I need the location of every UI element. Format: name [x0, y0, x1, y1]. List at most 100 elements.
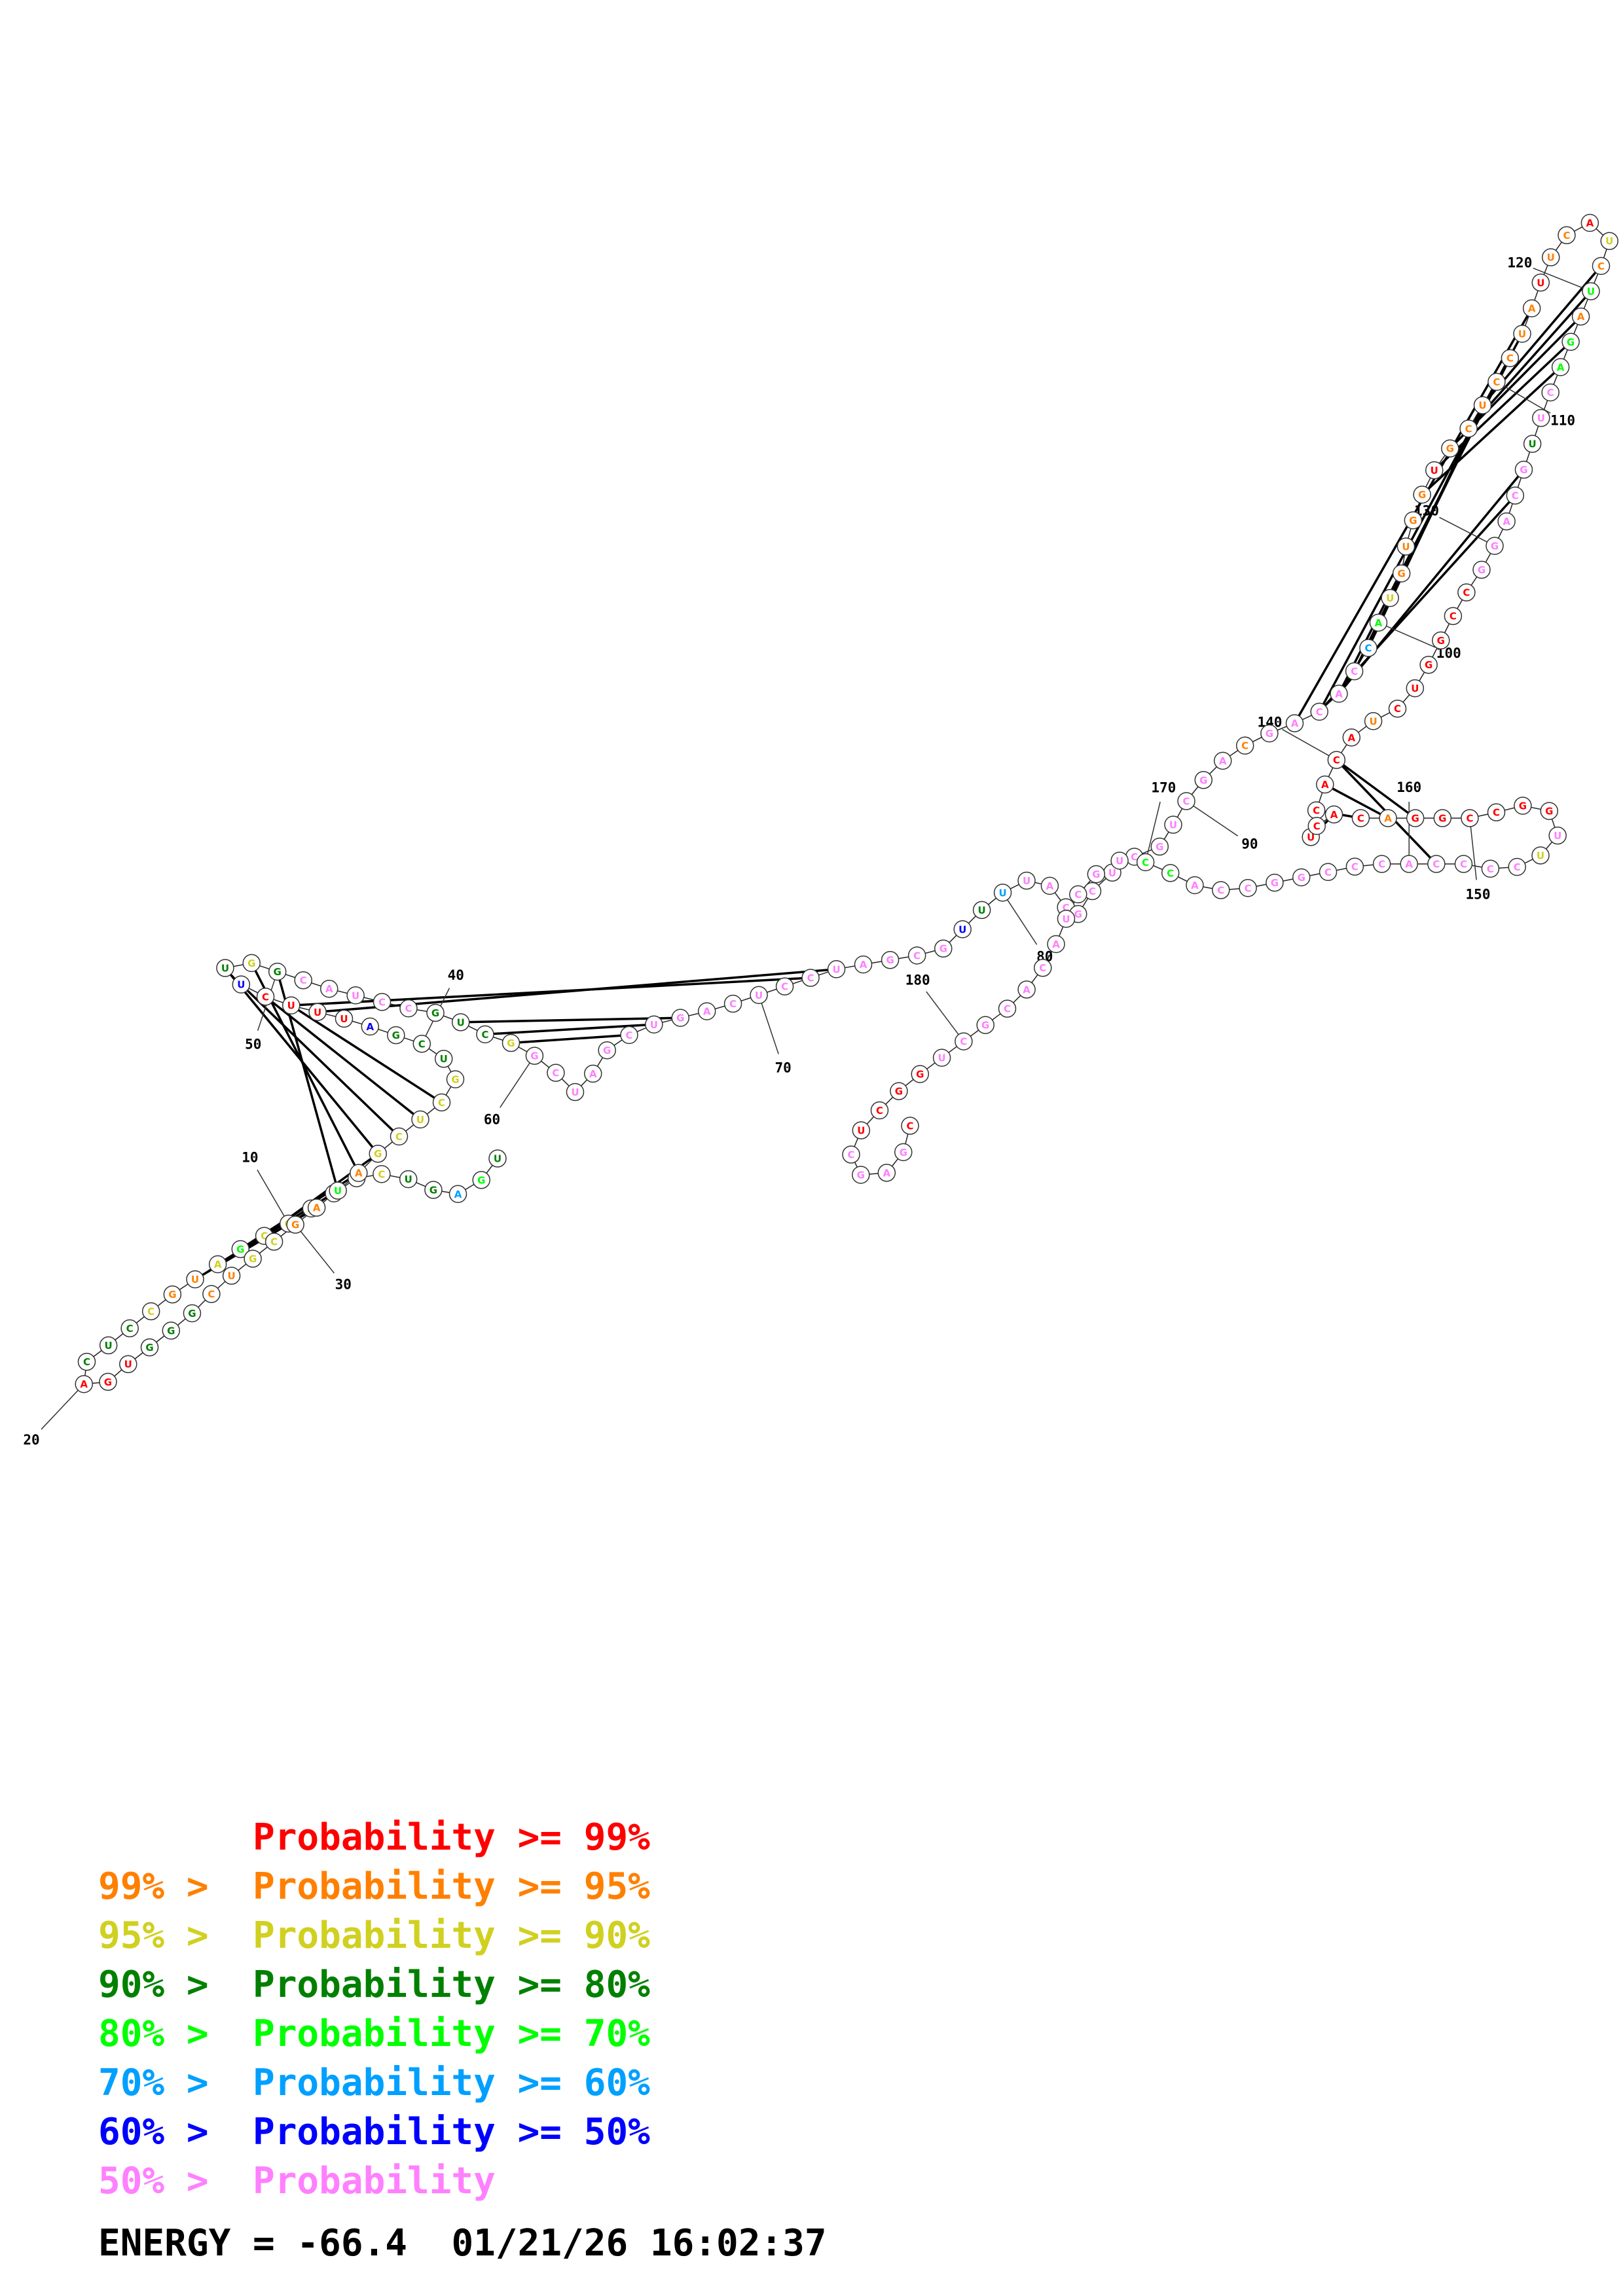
nucleotide-base: C: [1357, 813, 1364, 825]
nucleotide-circle: [1514, 797, 1532, 815]
nucleotide: U: [434, 1049, 453, 1068]
nucleotide: C: [1307, 801, 1326, 819]
nucleotide: U: [1017, 871, 1036, 890]
nucleotide-circle: [1161, 864, 1180, 882]
nucleotide: A: [854, 955, 873, 974]
nucleotide-base: U: [571, 1086, 579, 1098]
nucleotide-circle: [1396, 537, 1415, 556]
nucleotide: C: [1461, 809, 1479, 827]
position-tick: [500, 1055, 536, 1108]
nucleotide-circle: [870, 1101, 889, 1120]
nucleotide: G: [242, 954, 261, 973]
position-label: 20: [23, 1432, 39, 1448]
nucleotide: C: [547, 1064, 565, 1082]
legend-label: Probability >= 70%: [253, 2013, 650, 2055]
nucleotide: G: [1472, 560, 1491, 579]
nucleotide-base: C: [1514, 861, 1521, 873]
nucleotide-circle: [390, 1127, 409, 1146]
base-pair-line: [1336, 759, 1416, 819]
nucleotide-circle: [842, 1145, 860, 1164]
nucleotide: C: [1459, 420, 1478, 438]
nucleotide: C: [1083, 882, 1102, 901]
nucleotide-circle: [222, 1266, 241, 1285]
nucleotide-circle: [1316, 775, 1334, 794]
nucleotide-base: C: [807, 972, 814, 984]
nucleotide-circle: [1017, 871, 1036, 890]
nucleotide-base: A: [1191, 880, 1199, 891]
nucleotide: C: [907, 946, 926, 965]
nucleotide: C: [373, 1165, 391, 1183]
nucleotide-base: C: [1217, 885, 1224, 897]
nucleotide-base: C: [781, 981, 788, 993]
nucleotide-base: G: [895, 1086, 903, 1098]
nucleotide-circle: [1307, 817, 1326, 835]
nucleotide: A: [1324, 805, 1343, 824]
nucleotide-base: G: [429, 1184, 437, 1196]
nucleotide: C: [77, 1352, 96, 1371]
nucleotide-base: G: [1446, 443, 1454, 455]
nucleotide-base: A: [313, 1202, 321, 1214]
nucleotide-base: G: [1491, 541, 1499, 552]
nucleotide-circle: [446, 1070, 465, 1088]
legend-row: 99% > Probability >= 95%: [98, 1862, 650, 1911]
nucleotide-circle: [801, 969, 820, 987]
nucleotide: C: [1558, 226, 1576, 245]
nucleotide-base: U: [832, 963, 840, 975]
nucleotide-base: C: [208, 1289, 215, 1300]
legend-row: 70% > Probability >= 60%: [98, 2058, 650, 2108]
nucleotide-base: A: [1046, 880, 1054, 892]
nucleotide-base: A: [860, 959, 867, 971]
nucleotide-base: U: [755, 990, 763, 1001]
nucleotide-base: U: [1169, 819, 1177, 831]
nucleotide-circle: [140, 1338, 159, 1357]
nucleotide-circle: [1425, 461, 1444, 480]
nucleotide-base: C: [1241, 740, 1249, 752]
nucleotide-circle: [120, 1319, 139, 1338]
legend-prefix: 99% >: [98, 1865, 231, 1908]
nucleotide-circle: [1034, 958, 1052, 977]
position-tick: [1439, 516, 1495, 547]
nucleotide-circle: [1345, 857, 1364, 876]
position-label: 160: [1396, 780, 1421, 795]
base-pair-line: [484, 1023, 654, 1036]
nucleotide: C: [1501, 349, 1520, 367]
energy-value: ENERGY = -66.4: [98, 2222, 408, 2265]
nucleotide: C: [870, 1101, 889, 1120]
nucleotide-circle: [934, 939, 953, 958]
nucleotide-circle: [119, 1355, 137, 1373]
nucleotide: C: [1541, 383, 1559, 402]
position-label: 60: [484, 1111, 500, 1127]
nucleotide-circle: [1561, 332, 1580, 351]
nucleotide-circle: [1531, 846, 1550, 865]
nucleotide-circle: [1186, 876, 1204, 895]
nucleotide-base: U: [938, 1052, 945, 1064]
legend-row: Probability >= 99%: [98, 1813, 650, 1862]
nucleotide-base: U: [650, 1019, 658, 1031]
nucleotide-base: G: [1266, 728, 1273, 740]
nucleotide-circle: [399, 1170, 418, 1189]
position-tick: [295, 1224, 335, 1274]
nucleotide: G: [852, 1166, 870, 1184]
nucleotide-base: U: [1587, 285, 1595, 297]
nucleotide-base: C: [1394, 703, 1401, 715]
nucleotide-base: U: [405, 1174, 412, 1185]
nucleotide-base: C: [1313, 805, 1320, 817]
nucleotide: C: [1212, 881, 1230, 899]
nucleotide-base: C: [147, 1306, 155, 1318]
nucleotide: C: [1457, 583, 1476, 601]
nucleotide-circle: [1369, 613, 1388, 632]
nucleotide-base: G: [236, 1244, 244, 1255]
nucleotide-base: C: [552, 1067, 559, 1079]
nucleotide-base: G: [1397, 568, 1405, 580]
nucleotide-base: G: [603, 1045, 611, 1056]
nucleotide-circle: [476, 1025, 494, 1044]
nucleotide-circle: [697, 1002, 716, 1020]
nucleotide: G: [1514, 797, 1532, 815]
nucleotide-circle: [1459, 420, 1478, 438]
nucleotide-circle: [162, 1321, 181, 1340]
nucleotide-base: G: [431, 1007, 439, 1019]
nucleotide-circle: [827, 960, 846, 978]
nucleotide: C: [620, 1026, 638, 1045]
nucleotide-base: G: [1520, 464, 1527, 476]
nucleotide-circle: [488, 1149, 507, 1168]
